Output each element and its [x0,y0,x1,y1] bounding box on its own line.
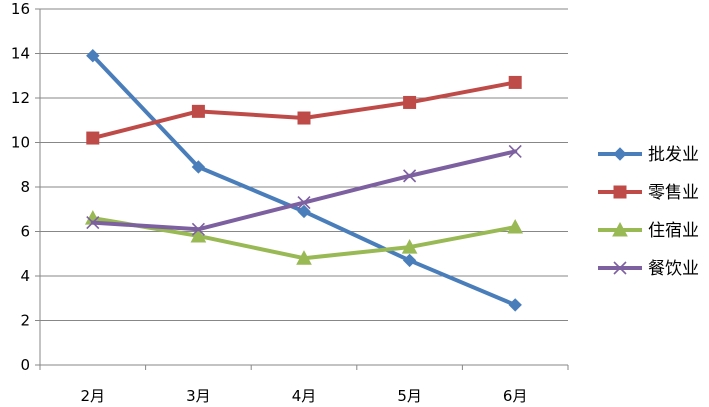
y-tick-label-5: 10 [11,134,30,152]
legend-item-2: 住宿业 [598,221,699,241]
y-tick-label-2: 4 [20,267,30,285]
series-2 [84,210,524,265]
legend-item-1: 零售业 [598,183,699,203]
legend-label-0: 批发业 [648,145,699,165]
x-tick-label-4: 6月 [503,387,528,405]
series-line-1 [90,80,518,141]
y-tick-label-6: 12 [11,89,30,107]
data-point-3-1 [191,222,205,236]
legend-item-3: 餐饮业 [598,259,699,279]
x-tick-label-1: 3月 [186,387,211,405]
x-tick-label-3: 5月 [397,387,422,405]
data-point-0-3 [402,253,417,268]
data-point-2-2 [296,250,312,265]
series-3 [86,144,522,236]
legend-marker-2 [612,221,628,237]
x-tick-label-0: 2月 [81,387,106,405]
data-point-3-3 [403,169,417,183]
series-1 [86,75,522,145]
y-tick-label-7: 14 [11,45,30,63]
legend-marker-1 [613,185,627,199]
series-group [84,49,524,312]
data-point-1-0 [86,131,100,145]
y-tick-label-3: 6 [20,223,30,241]
series-0 [86,49,522,312]
data-point-0-2 [297,204,311,219]
data-point-1-3 [403,95,417,109]
data-point-3-0 [86,216,100,230]
data-point-3-4 [508,144,522,158]
data-point-3-2 [297,196,311,210]
legend-item-0: 批发业 [598,145,699,165]
gridlines [40,8,568,321]
x-tick-label-2: 4月 [292,387,317,405]
data-point-2-1 [190,227,207,243]
data-point-1-1 [191,104,205,118]
legend-marker-3 [613,261,627,275]
legend-label-2: 住宿业 [648,221,699,241]
y-axis-ticks: 0 2 4 6 8 10 12 14 16 [11,0,40,374]
data-point-1-2 [297,111,311,125]
data-point-2-4 [507,218,524,234]
data-point-0-1 [191,160,206,174]
y-tick-label-8: 16 [11,0,30,18]
legend-label-1: 零售业 [648,183,699,203]
data-point-0-0 [86,49,100,63]
y-tick-label-1: 2 [20,312,30,330]
data-point-1-4 [508,75,522,89]
data-point-2-3 [401,239,418,254]
legend-label-3: 餐饮业 [648,259,699,279]
x-axis-ticks: 2月 3月 4月 5月 6月 [39,365,569,405]
y-tick-label-0: 0 [20,356,30,374]
y-tick-label-4: 8 [20,178,30,196]
legend-marker-0 [613,147,627,161]
data-point-0-4 [508,298,522,312]
